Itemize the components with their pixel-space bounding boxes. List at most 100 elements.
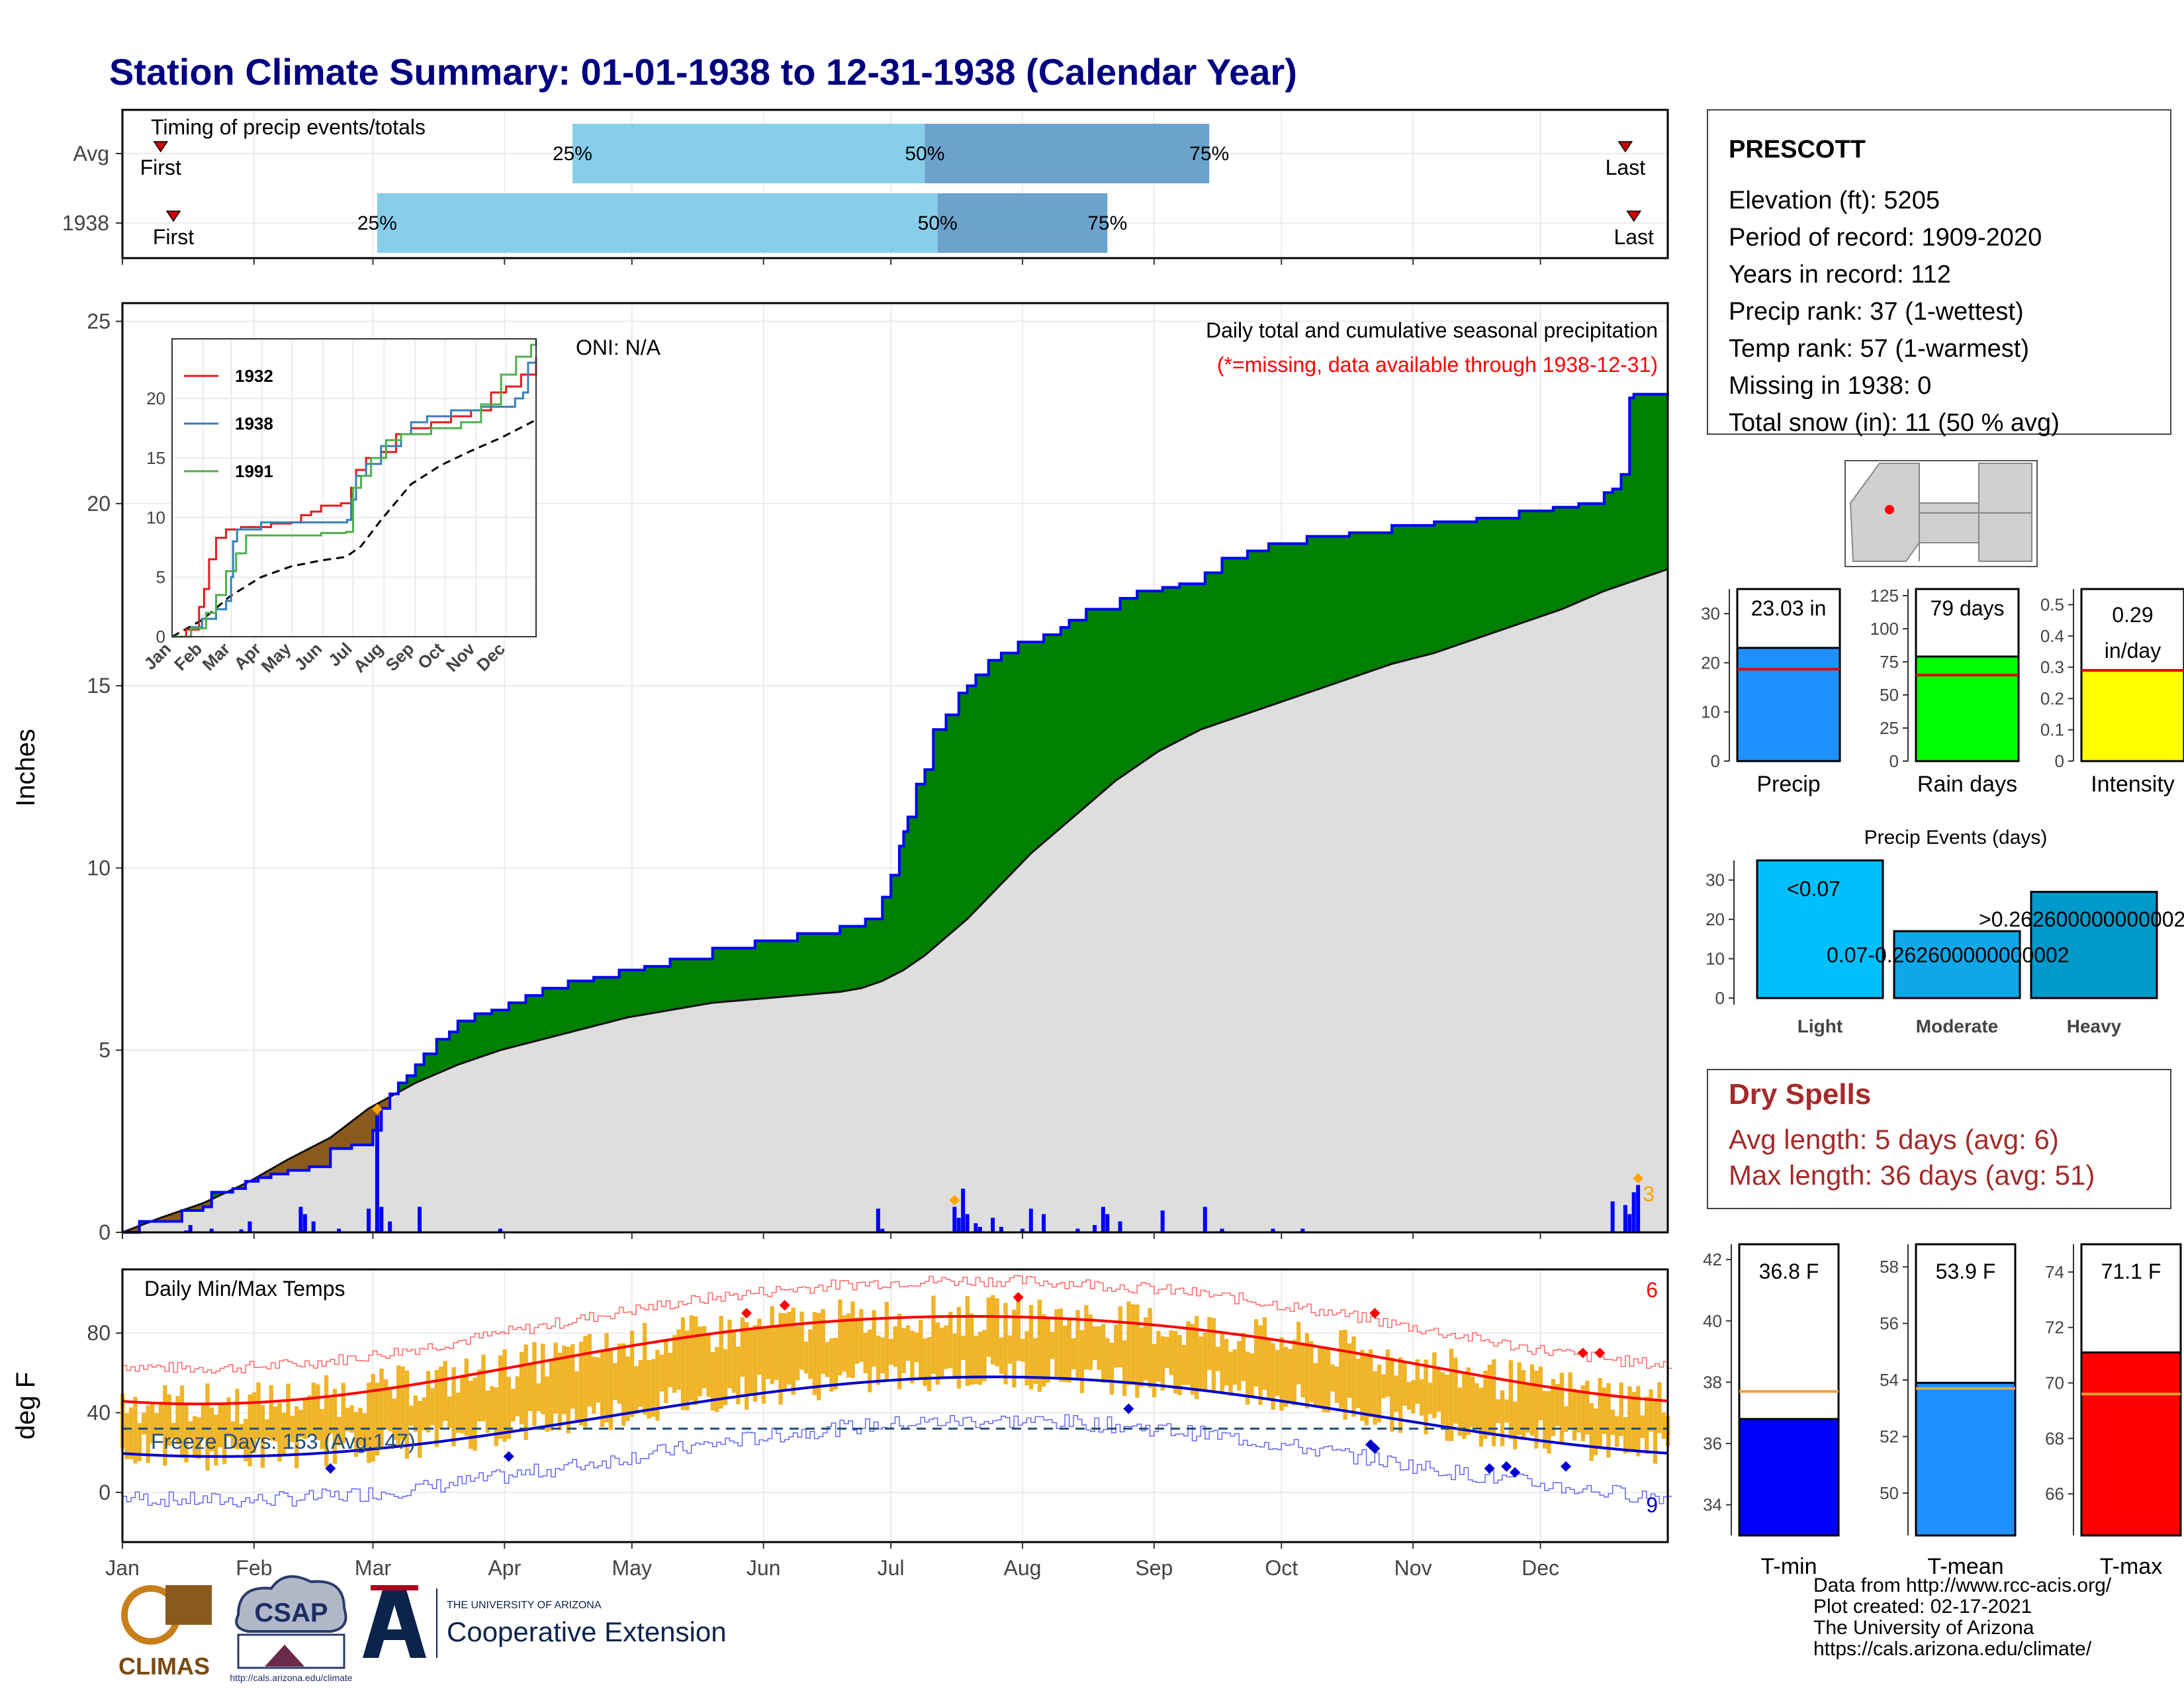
difference-fill: [1230, 558, 1235, 720]
daily-temp-range: [248, 1394, 252, 1467]
daily-precip-bar: [991, 1217, 995, 1232]
daily-temp-range: [460, 1375, 465, 1434]
daily-temp-range: [1436, 1368, 1441, 1412]
daily-temp-range: [782, 1313, 788, 1391]
difference-fill: [661, 966, 666, 1012]
daily-temp-range: [1517, 1362, 1522, 1436]
difference-fill: [322, 1139, 327, 1167]
row-label: Avg: [73, 142, 109, 165]
daily-temp-range: [1245, 1351, 1250, 1405]
bar-label: T-min: [1761, 1554, 1817, 1579]
difference-fill: [1264, 551, 1269, 708]
daily-temp-range: [727, 1319, 732, 1389]
difference-fill: [1064, 627, 1069, 825]
y-tick-label: 40: [1703, 1311, 1722, 1331]
daily-temp-range: [1521, 1370, 1526, 1440]
difference-fill: [1056, 634, 1061, 833]
record-min-line: [122, 1414, 1672, 1508]
difference-fill: [1332, 536, 1337, 685]
difference-fill: [839, 926, 844, 992]
daily-temp-range: [383, 1379, 388, 1430]
daily-temp-range: [1101, 1324, 1106, 1383]
csap-cloud-icon: [235, 1575, 347, 1633]
daily-temp-range: [948, 1312, 953, 1369]
daily-temp-range: [1024, 1331, 1029, 1386]
daily-precip-bar: [876, 1209, 880, 1232]
difference-fill: [937, 729, 942, 945]
daily-precip-bar: [1075, 1228, 1080, 1232]
difference-fill: [487, 1013, 492, 1055]
daily-precip-bar: [1220, 1228, 1224, 1232]
difference-fill: [1400, 525, 1405, 663]
daily-temp-range: [281, 1412, 287, 1455]
daily-temp-range: [1122, 1340, 1127, 1396]
daily-temp-range: [1462, 1373, 1467, 1440]
footer-line: https://cals.arizona.edu/climate/: [1813, 1638, 2092, 1660]
difference-fill: [1633, 394, 1639, 581]
ua-small-text: THE UNIVERSITY OF ARIZONA: [447, 1600, 602, 1611]
difference-fill: [1090, 609, 1095, 803]
daily-temp-range: [1487, 1364, 1492, 1436]
csap-mountain-icon: [265, 1645, 304, 1667]
difference-fill: [686, 958, 692, 1008]
daily-temp-range: [731, 1330, 737, 1393]
daily-precip-bar: [388, 1221, 392, 1232]
record-low-marker: [1501, 1461, 1512, 1472]
daily-precip-bar: [379, 1207, 384, 1232]
daily-temp-range: [286, 1383, 291, 1448]
difference-fill: [1498, 518, 1503, 631]
daily-temp-range: [230, 1421, 236, 1449]
daily-precip-bar: [1631, 1192, 1636, 1232]
difference-fill: [1531, 510, 1537, 620]
difference-fill: [657, 966, 662, 1013]
difference-fill: [1472, 522, 1477, 641]
daily-temp-range: [1237, 1341, 1242, 1391]
daily-temp-range: [193, 1416, 197, 1459]
q75-label: 75%: [1189, 143, 1229, 165]
difference-fill: [1510, 518, 1516, 627]
precip-annotation-missing: (*=missing, data available through 1938-…: [1217, 353, 1658, 377]
daily-temp-range: [978, 1332, 983, 1385]
difference-fill: [1192, 583, 1197, 735]
daily-temp-range: [209, 1407, 214, 1451]
daily-temp-range: [1054, 1309, 1059, 1377]
daily-temp-range: [778, 1312, 783, 1405]
daily-temp-range: [774, 1327, 779, 1381]
difference-fill: [1451, 522, 1456, 648]
ua-a-logo-inner: [387, 1605, 402, 1629]
daily-temp-range: [1415, 1359, 1420, 1404]
daily-temp-range: [1500, 1390, 1505, 1447]
daily-temp-range: [596, 1357, 600, 1403]
daily-temp-range: [541, 1344, 545, 1414]
difference-fill: [445, 1038, 450, 1071]
difference-fill: [1022, 641, 1027, 863]
difference-fill: [1447, 522, 1452, 649]
difference-fill: [1069, 619, 1074, 821]
difference-fill: [1285, 543, 1291, 701]
daily-temp-range: [1271, 1343, 1275, 1410]
daily-temp-range: [362, 1413, 367, 1452]
difference-fill: [470, 1021, 475, 1061]
difference-fill: [1477, 518, 1482, 639]
y-tick-label: 10: [87, 856, 111, 880]
q50-label: 50%: [905, 143, 944, 165]
daily-temp-range: [1394, 1375, 1398, 1412]
station-info-line: Period of record: 1909-2020: [1729, 224, 2042, 251]
daily-temp-range: [1042, 1314, 1046, 1387]
bar-label: Intensity: [2091, 772, 2175, 797]
difference-fill: [1570, 507, 1575, 606]
difference-fill: [559, 987, 565, 1035]
daily-temp-range: [201, 1403, 206, 1439]
station-info-line: Missing in 1938: 0: [1729, 372, 1931, 400]
inset-y-tick: 5: [156, 567, 165, 587]
daily-temp-range: [825, 1342, 830, 1377]
station-location-marker: [1885, 505, 1894, 514]
daily-temp-range: [422, 1397, 426, 1431]
difference-fill: [631, 970, 637, 1017]
difference-fill: [1005, 653, 1010, 880]
daily-temp-range: [277, 1402, 282, 1462]
climas-logo-text: CLIMAS: [118, 1653, 210, 1680]
difference-fill: [572, 980, 577, 1032]
daily-temp-range: [502, 1349, 507, 1442]
y-tick-label: 0.4: [2040, 626, 2064, 646]
